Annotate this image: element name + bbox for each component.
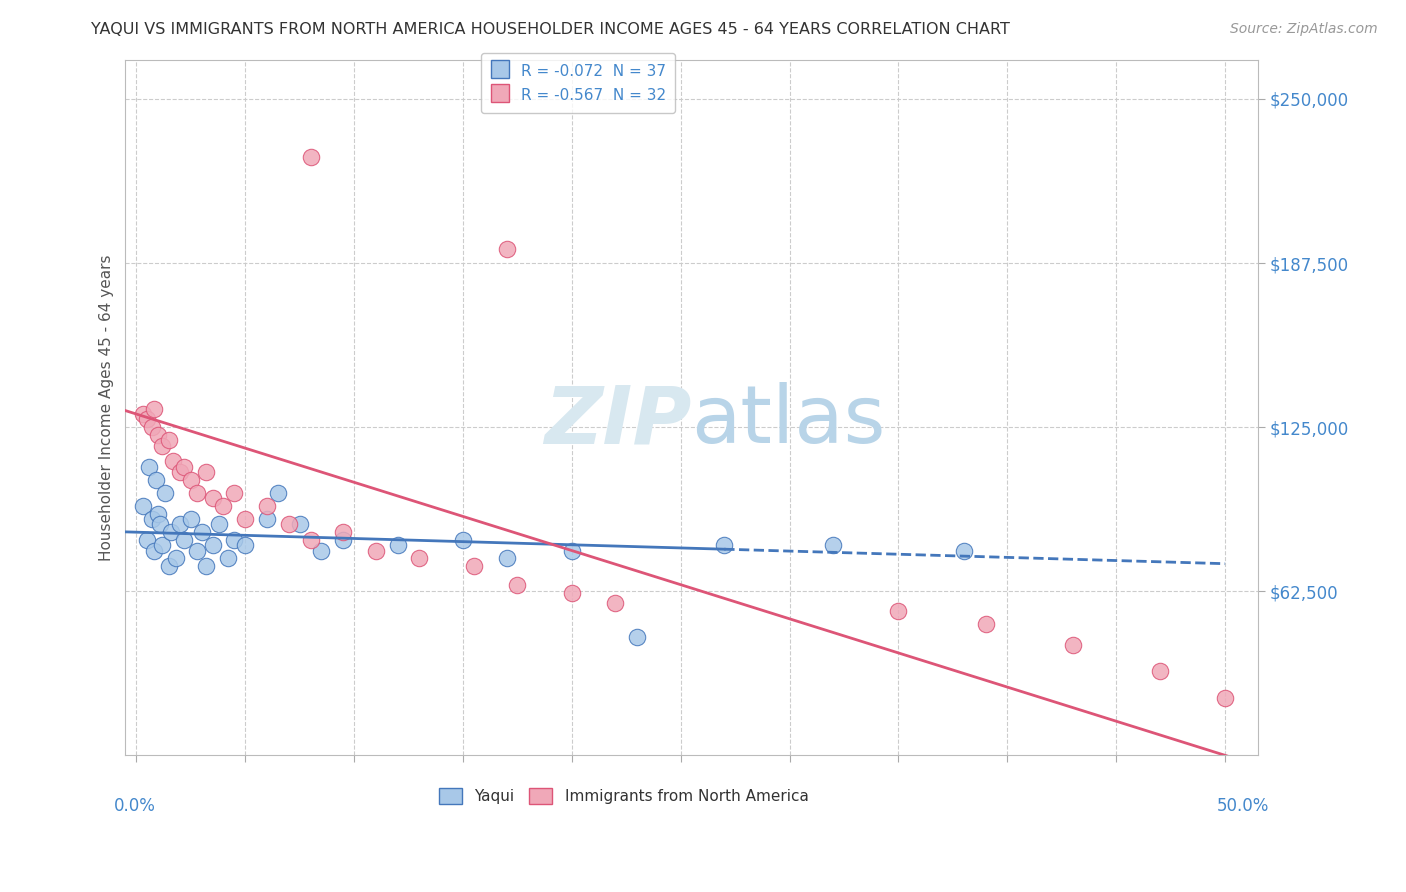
Point xyxy=(887,604,910,618)
Point xyxy=(823,538,845,552)
Y-axis label: Householder Income Ages 45 - 64 years: Householder Income Ages 45 - 64 years xyxy=(100,254,114,561)
Point xyxy=(201,491,224,505)
Point xyxy=(299,150,322,164)
Point xyxy=(332,533,354,547)
Point xyxy=(141,512,163,526)
Point xyxy=(169,517,191,532)
Point xyxy=(138,459,160,474)
Point xyxy=(160,525,183,540)
Text: YAQUI VS IMMIGRANTS FROM NORTH AMERICA HOUSEHOLDER INCOME AGES 45 - 64 YEARS COR: YAQUI VS IMMIGRANTS FROM NORTH AMERICA H… xyxy=(91,22,1011,37)
Legend: Yaqui, Immigrants from North America: Yaqui, Immigrants from North America xyxy=(433,782,814,810)
Point xyxy=(152,438,174,452)
Point xyxy=(233,538,256,552)
Point xyxy=(142,401,165,416)
Point xyxy=(626,630,648,644)
Point xyxy=(132,499,155,513)
Point xyxy=(153,485,176,500)
Point xyxy=(451,533,474,547)
Point xyxy=(974,617,997,632)
Point xyxy=(561,543,583,558)
Point xyxy=(149,517,172,532)
Point xyxy=(233,512,256,526)
Point xyxy=(605,596,627,610)
Point xyxy=(224,485,246,500)
Text: Source: ZipAtlas.com: Source: ZipAtlas.com xyxy=(1230,22,1378,37)
Point xyxy=(190,525,212,540)
Point xyxy=(256,512,278,526)
Point xyxy=(277,517,299,532)
Point xyxy=(186,485,208,500)
Point xyxy=(136,412,159,426)
Point xyxy=(288,517,311,532)
Point xyxy=(387,538,409,552)
Point xyxy=(195,465,218,479)
Point xyxy=(332,525,354,540)
Text: 0.0%: 0.0% xyxy=(114,797,156,815)
Point xyxy=(186,543,208,558)
Point xyxy=(195,559,218,574)
Point xyxy=(952,543,974,558)
Text: atlas: atlas xyxy=(692,383,886,460)
Point xyxy=(256,499,278,513)
Point xyxy=(506,577,529,591)
Point xyxy=(267,485,290,500)
Point xyxy=(180,512,202,526)
Point xyxy=(146,507,169,521)
Point xyxy=(713,538,735,552)
Point xyxy=(463,559,485,574)
Text: 50.0%: 50.0% xyxy=(1216,797,1270,815)
Point xyxy=(561,585,583,599)
Point xyxy=(1062,638,1084,652)
Point xyxy=(136,533,159,547)
Point xyxy=(157,559,180,574)
Point xyxy=(311,543,333,558)
Point xyxy=(299,533,322,547)
Point xyxy=(224,533,246,547)
Point xyxy=(212,499,235,513)
Point xyxy=(180,473,202,487)
Point xyxy=(132,407,155,421)
Point xyxy=(495,242,517,256)
Point xyxy=(141,420,163,434)
Point xyxy=(217,551,239,566)
Point xyxy=(152,538,174,552)
Point xyxy=(1213,690,1236,705)
Point xyxy=(201,538,224,552)
Point xyxy=(165,551,187,566)
Point xyxy=(157,434,180,448)
Text: ZIP: ZIP xyxy=(544,383,692,460)
Point xyxy=(169,465,191,479)
Point xyxy=(364,543,387,558)
Point xyxy=(142,543,165,558)
Point xyxy=(146,428,169,442)
Point xyxy=(145,473,167,487)
Point xyxy=(162,454,184,468)
Point xyxy=(173,533,195,547)
Point xyxy=(408,551,430,566)
Point xyxy=(495,551,517,566)
Point xyxy=(1149,665,1171,679)
Point xyxy=(173,459,195,474)
Point xyxy=(208,517,231,532)
